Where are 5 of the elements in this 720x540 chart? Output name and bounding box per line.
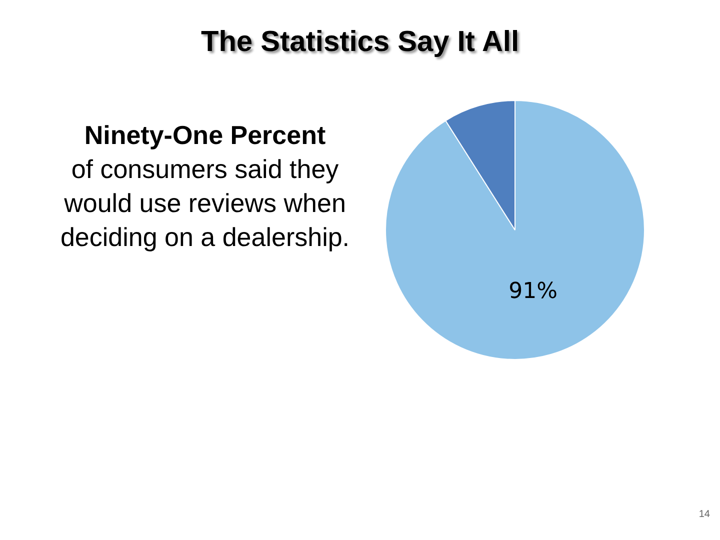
chart-title: The Statistics Say It All — [200, 26, 520, 59]
text: of consumers said they would use reviews when deciding on a dealership. — [60, 153, 350, 254]
text: 14 — [698, 509, 710, 520]
data-label: 91% — [508, 278, 558, 304]
text: Ninety-One Percent — [83, 119, 327, 152]
